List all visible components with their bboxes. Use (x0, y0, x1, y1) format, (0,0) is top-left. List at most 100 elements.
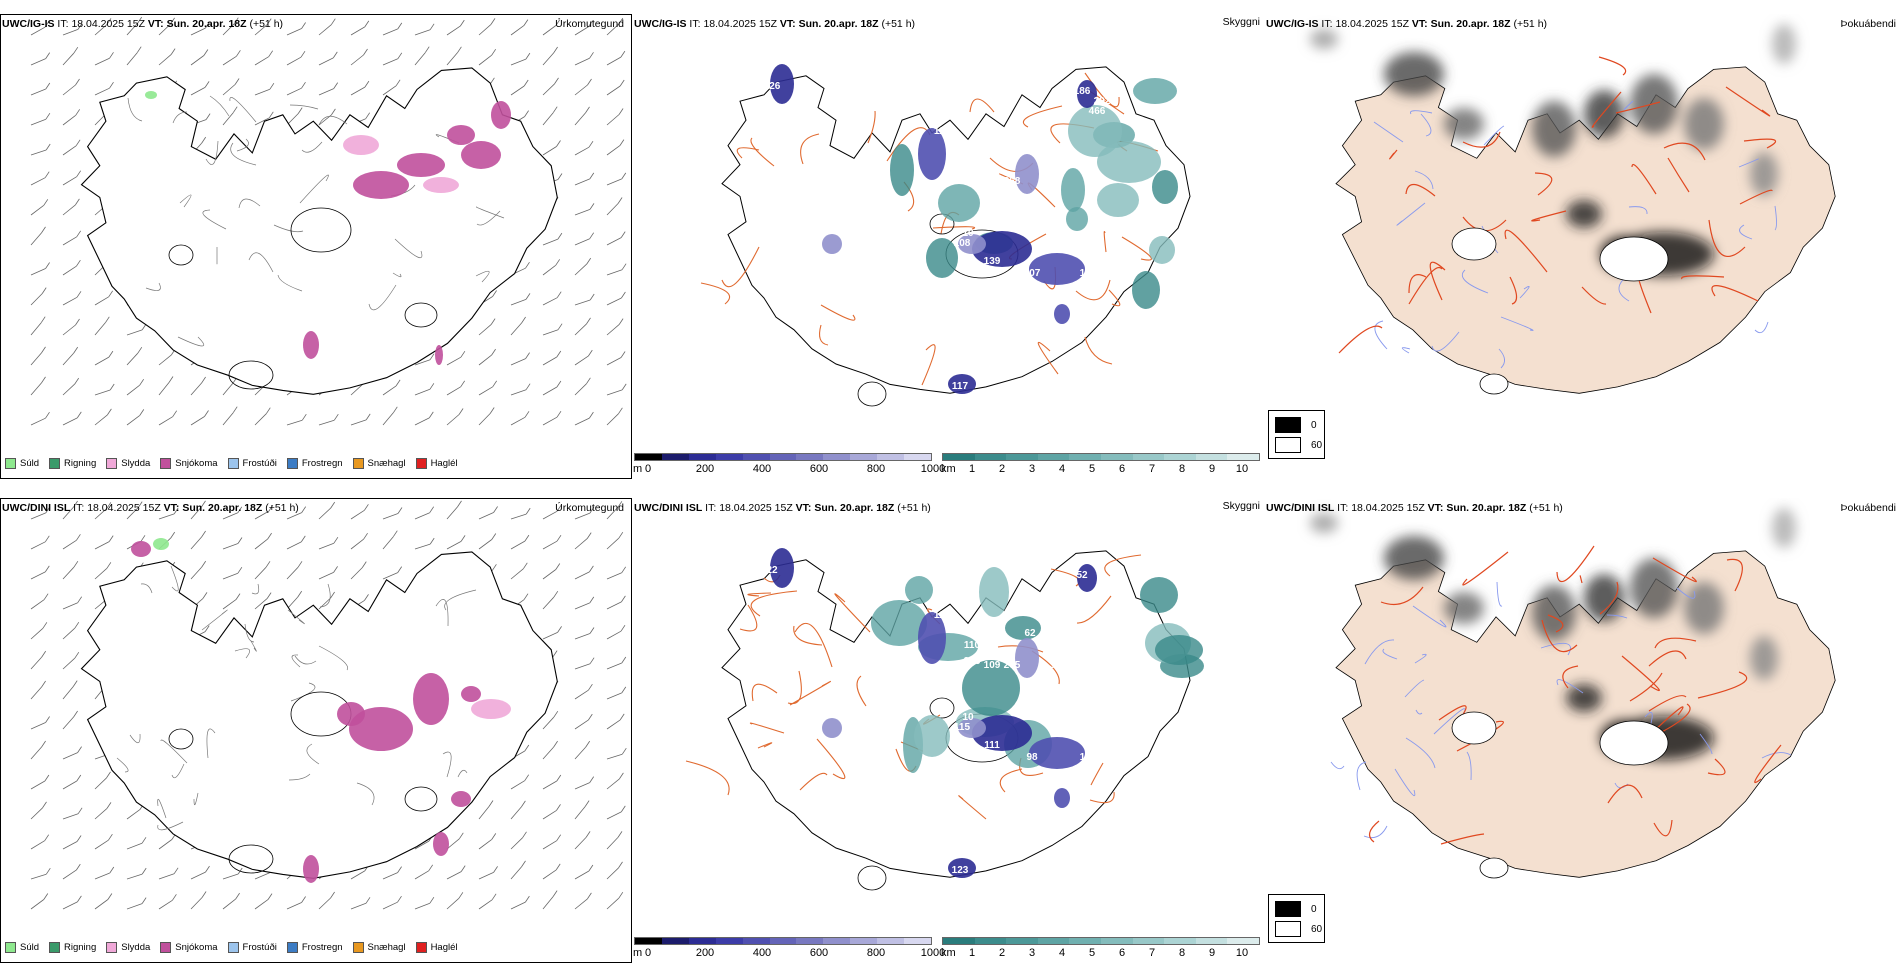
glacier-outline (228, 360, 274, 390)
glacier-outline (857, 381, 887, 407)
legend-item: Snæhagl (352, 458, 406, 469)
ceiling-area (1077, 80, 1097, 108)
vt-label: VT: (147, 18, 164, 30)
init-time: 18.04.2025 15Z (71, 18, 145, 30)
legend-label: Frostúði (242, 458, 277, 469)
legend-item: Slydda (106, 458, 150, 469)
legend-swatch (352, 942, 364, 953)
panel-title: Þokuábendi (1840, 502, 1896, 514)
ceiling-value-label: 215 (964, 656, 981, 667)
legend-item: Haglél (415, 458, 458, 469)
visibility-tick: 10 (1235, 463, 1249, 475)
ceiling-value-label: 10 (962, 228, 974, 239)
legend-item: Frostúði (227, 942, 277, 953)
ceiling-area (948, 858, 976, 878)
visibility-area (1133, 78, 1177, 104)
visibility-colorbar: km 1 2 3 4 5 6 7 8 9 10 (941, 453, 1262, 477)
ceiling-area (822, 718, 842, 738)
legend-swatch (415, 458, 427, 469)
lead-time: (+51 h) (897, 502, 931, 514)
ceiling-area (1077, 564, 1097, 592)
ceiling-value-label: 110 (964, 640, 981, 651)
legend-swatch (286, 458, 298, 469)
panel-title: Úrkomutegund (555, 502, 624, 514)
visibility-header-wrap: UWC/IG-IS IT: 18.04.2025 15Z VT: Sun. 20… (632, 14, 1264, 34)
legend-label: Frostúði (242, 942, 277, 953)
init-time: 18.04.2025 15Z (1351, 502, 1425, 514)
ceiling-value-label: 205 (1004, 660, 1021, 671)
legend-item: Súld (5, 458, 39, 469)
glacier-outline (1479, 373, 1509, 395)
legend-swatch (49, 942, 61, 953)
precip-area (343, 135, 379, 155)
glacier-outline (228, 844, 274, 874)
init-time: 18.04.2025 15Z (719, 502, 793, 514)
init-time: 18.04.2025 15Z (87, 502, 161, 514)
fog-map (1310, 508, 1836, 879)
legend-item: Frostregn (286, 942, 343, 953)
ceiling-value-label: 62 (1024, 628, 1036, 639)
ceiling-unit: m (633, 947, 643, 959)
ceiling-tick: 200 (695, 463, 715, 475)
precip-area (433, 832, 449, 856)
legend-swatch (286, 942, 298, 953)
glacier-outline (168, 728, 194, 750)
legend-label: Snæhagl (367, 942, 406, 953)
it-label: IT: (705, 502, 717, 514)
ceiling-value-label: 12 (1108, 740, 1120, 751)
visibility-tick: 9 (1208, 463, 1216, 475)
ceiling-value-label: 111 (964, 156, 980, 167)
rivers (1373, 100, 1777, 369)
legend-item: Haglél (415, 942, 458, 953)
ceiling-value-label: 108 (954, 238, 971, 249)
ceiling-area (958, 234, 986, 254)
fog-legend-row: 0 (1275, 901, 1317, 917)
visibility-colorbar: km 1 2 3 4 5 6 7 8 9 10 (941, 937, 1262, 961)
visibility-area (871, 600, 927, 646)
ceiling-value-label: 110 (1029, 291, 1046, 302)
ceiling-colorbar: m 0 200 400 600 800 1000 (633, 937, 945, 961)
visibility-tick: 7 (1148, 463, 1156, 475)
ceiling-value-label: 207 (1024, 268, 1041, 279)
visibility-tick: 8 (1178, 463, 1186, 475)
fog-panel (1264, 14, 1900, 479)
visibility-area (1097, 141, 1161, 183)
ceiling-tick: 600 (809, 463, 829, 475)
precip-header-wrap: UWC/IG-IS IT: 18.04.2025 15Z VT: Sun. 20… (0, 14, 632, 34)
ceiling-tick: 800 (866, 463, 886, 475)
visibility-tick: 9 (1208, 947, 1216, 959)
fog-legend-swatch (1275, 417, 1301, 433)
ceiling-value-label: 64 (764, 56, 776, 67)
model-name: UWC/DINI ISL (2, 502, 71, 514)
ceiling-value-label: 123 (952, 865, 969, 876)
visibility-area (1149, 236, 1175, 264)
ceiling-value-label: 22 (766, 565, 778, 576)
legend-item: Frostregn (286, 458, 343, 469)
lead-time: (+51 h) (881, 18, 916, 30)
visibility-tick: 7 (1148, 947, 1156, 959)
visibility-tick: 10 (1235, 947, 1249, 959)
precip-area (423, 177, 459, 193)
visibility-bar (942, 453, 1260, 461)
precip-type-panel: Súld Rigning Slydda Snjókoma Frostúði Frostre… (0, 498, 632, 963)
ceiling-value-label: 18 (926, 116, 938, 127)
legend-item: Slydda (106, 942, 150, 953)
ceiling-value-label: 10 (962, 712, 974, 723)
visibility-area (890, 144, 914, 196)
visibility-area (926, 238, 958, 278)
ceiling-value-label: 115 (954, 722, 971, 733)
visibility-header: UWC/IG-IS IT: 18.04.2025 15Z VT: Sun. 20… (634, 18, 915, 30)
visibility-area (1132, 271, 1160, 309)
visibility-tick: 5 (1088, 463, 1096, 475)
ceiling-value-label: 292 (1094, 96, 1111, 107)
ceiling-value-label: 98 (788, 111, 800, 122)
legend-item: Snjókoma (160, 942, 218, 953)
ceiling-area (958, 718, 986, 738)
ceiling-area (948, 374, 976, 394)
visibility-unit: km (941, 463, 956, 475)
precip-area (303, 331, 319, 359)
ceiling-bar (634, 937, 932, 945)
legend-swatch (227, 458, 239, 469)
legend-label: Haglél (430, 458, 458, 469)
visibility-panel: 64 126 98 18 115 28 111 148 26 268 62 466 186 292 10 10… (632, 14, 1264, 479)
